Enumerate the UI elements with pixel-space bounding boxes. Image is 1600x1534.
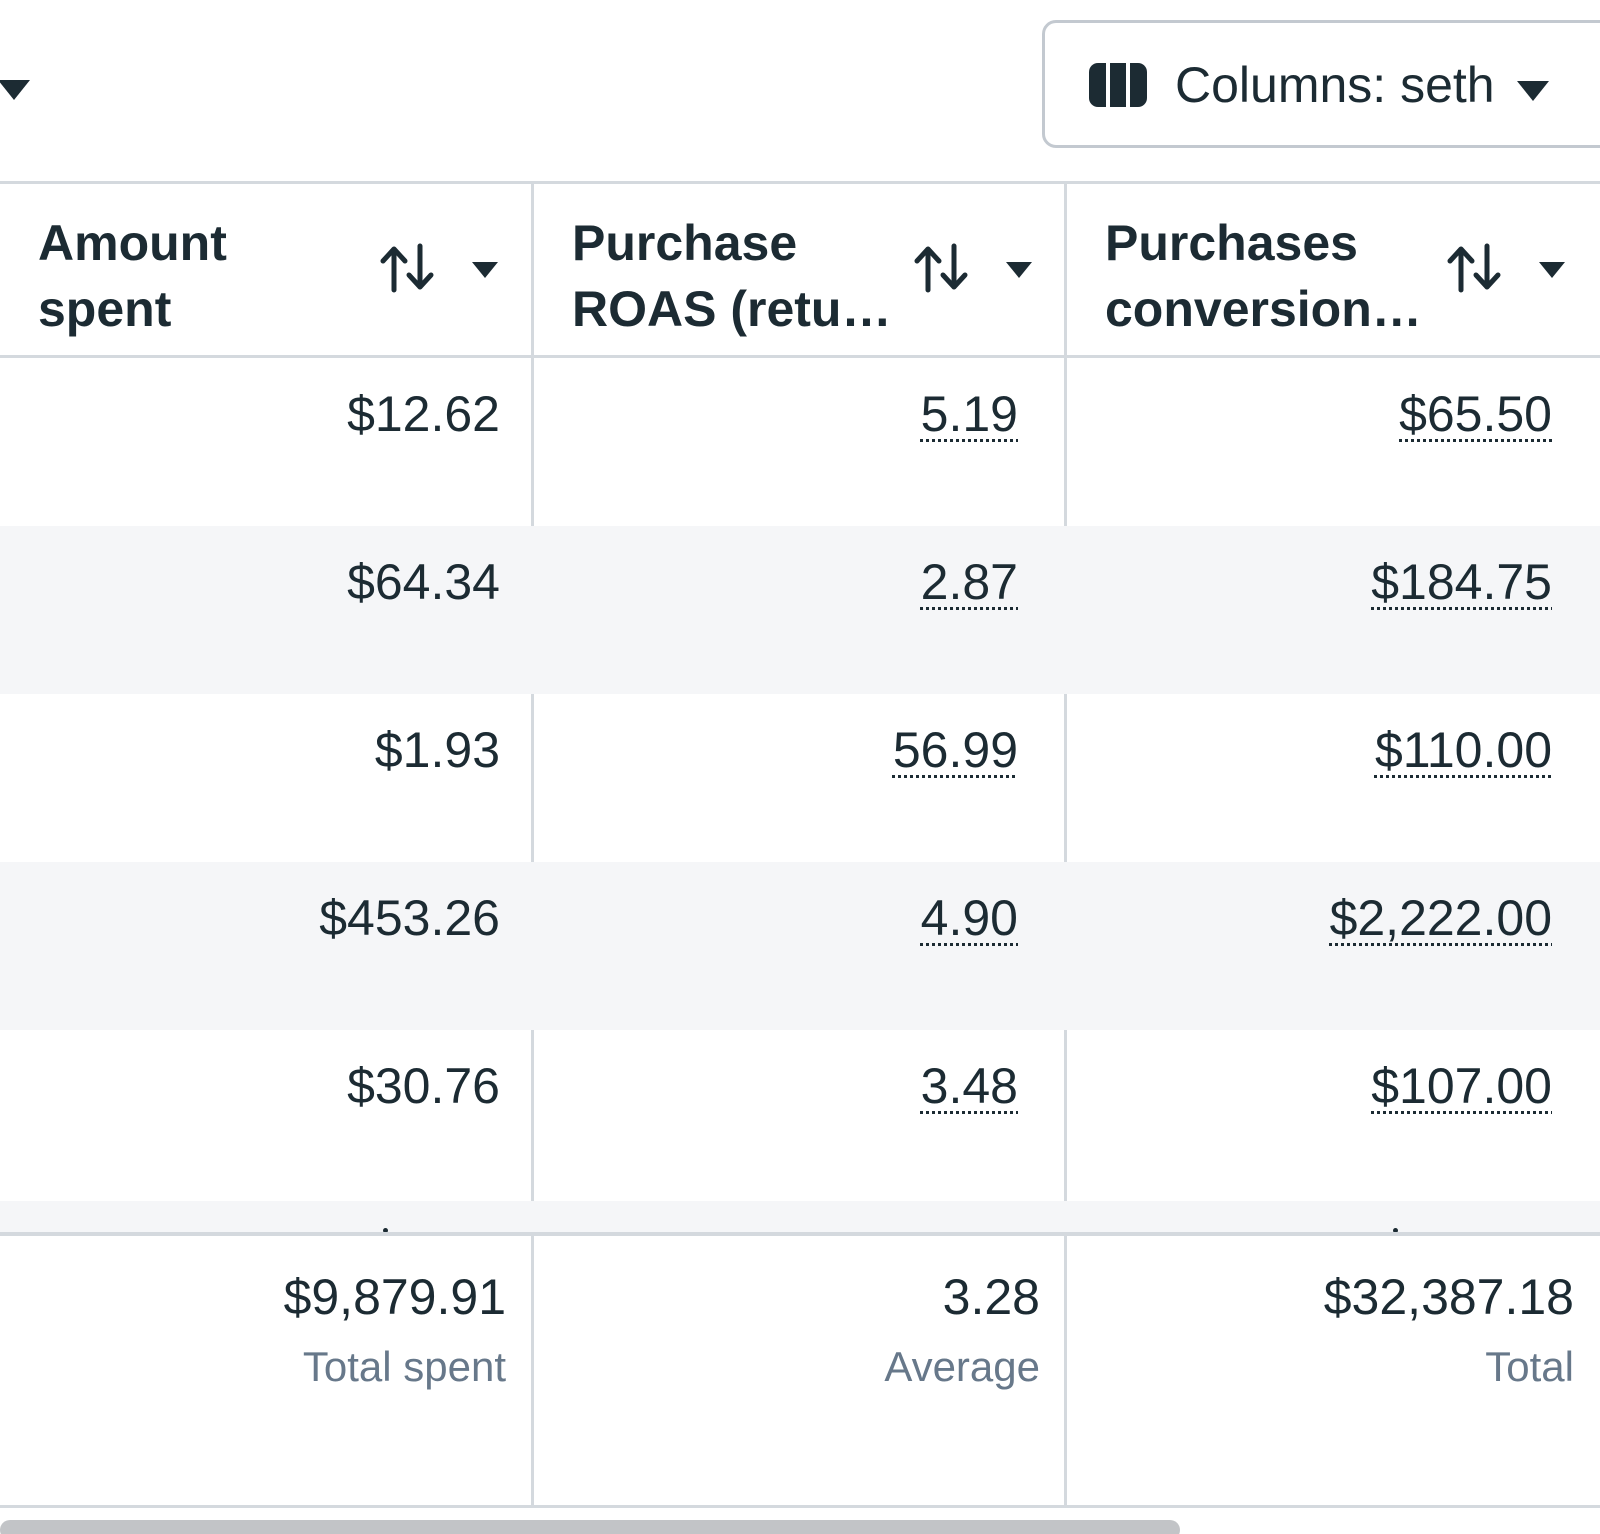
cell-purchases-conversion[interactable]: $2,222.00	[1329, 890, 1552, 946]
column-header-purchase-roas[interactable]: Purchase ROAS (retu…	[534, 184, 1064, 355]
cell-amount-spent: $453.26	[319, 890, 500, 946]
cell-purchases-conversion[interactable]: $184.75	[1371, 554, 1552, 610]
summary-amount-spent-value: $9,879.91	[283, 1269, 506, 1325]
sort-icon[interactable]	[378, 240, 438, 296]
summary-purchases-conversion-value: $32,387.18	[1323, 1269, 1574, 1325]
cell-amount-spent: $64.34	[347, 554, 500, 610]
table-row-partial[interactable]	[0, 1201, 1600, 1234]
cell-purchase-roas[interactable]: 56.99	[892, 722, 1018, 778]
table-row[interactable]: $1.93 56.99 $110.00	[0, 694, 1600, 862]
partial-row-text-fragment	[383, 1228, 388, 1233]
horizontal-scrollbar[interactable]	[0, 1520, 1180, 1534]
chevron-down-icon	[1517, 81, 1549, 101]
chevron-down-icon[interactable]	[1539, 262, 1565, 278]
columns-button-label: Columns: seth	[1175, 57, 1495, 113]
cell-purchases-conversion[interactable]: $110.00	[1374, 722, 1552, 778]
sort-icon[interactable]	[1445, 240, 1505, 296]
table-row[interactable]: $64.34 2.87 $184.75	[0, 526, 1600, 694]
summary-purchase-roas-value: 3.28	[942, 1269, 1040, 1325]
column-header-amount-spent[interactable]: Amount spent	[0, 184, 531, 355]
column-header-title: Purchases conversion…	[1105, 215, 1422, 337]
column-divider[interactable]	[531, 181, 534, 1506]
chevron-down-icon[interactable]	[1006, 262, 1032, 278]
cell-purchase-roas[interactable]: 3.48	[920, 1058, 1018, 1114]
table-top-border	[0, 181, 1600, 184]
summary-amount-spent-label: Total spent	[302, 1343, 506, 1390]
header-bottom-border	[0, 355, 1600, 358]
summary-top-border	[0, 1232, 1600, 1236]
cell-purchase-roas[interactable]: 4.90	[920, 890, 1018, 946]
chevron-down-icon[interactable]	[0, 80, 30, 100]
table-bottom-border	[0, 1505, 1600, 1508]
columns-icon	[1089, 63, 1148, 107]
cell-purchases-conversion[interactable]: $65.50	[1399, 386, 1552, 442]
column-header-purchases-conversion[interactable]: Purchases conversion…	[1067, 184, 1600, 355]
columns-button[interactable]: Columns: seth	[1042, 20, 1600, 148]
sort-icon[interactable]	[912, 240, 972, 296]
table-row[interactable]: $12.62 5.19 $65.50	[0, 358, 1600, 526]
column-divider[interactable]	[1064, 181, 1067, 1506]
summary-purchases-conversion-label: Total	[1485, 1343, 1574, 1390]
cell-amount-spent: $12.62	[347, 386, 500, 442]
cell-purchases-conversion[interactable]: $107.00	[1371, 1058, 1552, 1114]
column-header-title: Purchase ROAS (retu…	[572, 215, 892, 337]
cell-purchase-roas[interactable]: 5.19	[920, 386, 1018, 442]
table-row[interactable]: $453.26 4.90 $2,222.00	[0, 862, 1600, 1030]
summary-purchase-roas-label: Average	[884, 1343, 1040, 1390]
partial-row-text-fragment	[1393, 1228, 1398, 1233]
chevron-down-icon[interactable]	[472, 262, 498, 278]
cell-amount-spent: $30.76	[347, 1058, 500, 1114]
table-row[interactable]: $30.76 3.48 $107.00	[0, 1030, 1600, 1198]
cell-purchase-roas[interactable]: 2.87	[920, 554, 1018, 610]
cell-amount-spent: $1.93	[374, 722, 500, 778]
column-header-title: Amount spent	[38, 215, 227, 337]
